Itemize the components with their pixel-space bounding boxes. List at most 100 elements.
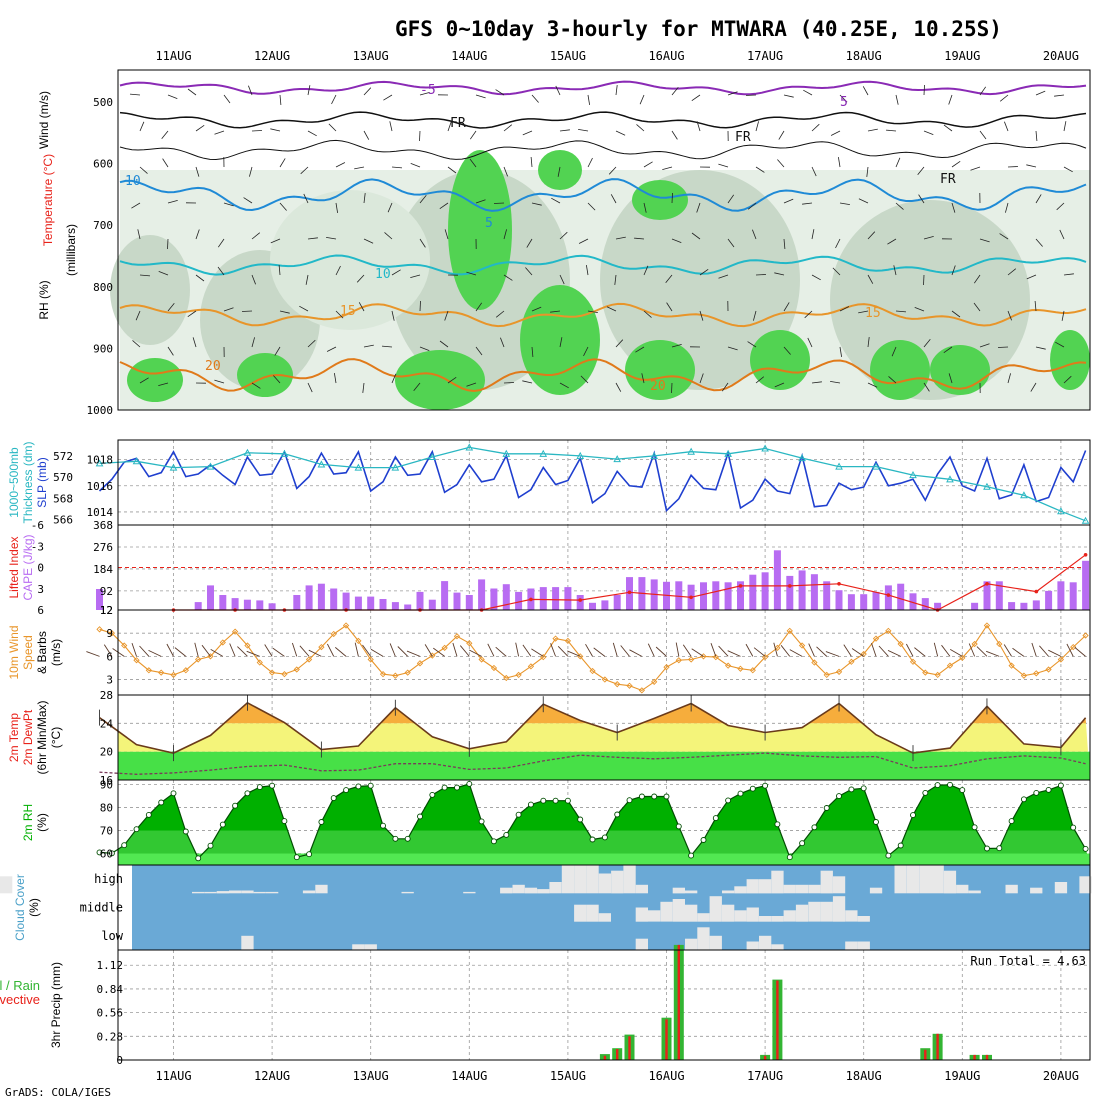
wind-barb: [780, 645, 791, 657]
rh-point: [355, 783, 362, 790]
contour-label-10: 20: [205, 359, 221, 374]
cape-axis-label: CAPE (J/kg): [21, 534, 35, 600]
cape-bar: [515, 591, 523, 610]
rh-area-0: [127, 358, 183, 402]
wind-barb: [1031, 642, 1037, 657]
temp-tick: 24: [100, 717, 114, 730]
wind-barb: [522, 644, 532, 657]
wind-speed-point: [983, 622, 991, 629]
wind-barb: [1066, 643, 1074, 657]
cape-bar: [207, 585, 214, 610]
thickness-point: [502, 449, 511, 457]
thickness-point: [761, 444, 769, 452]
wind-speed-point: [305, 656, 313, 663]
thickness-point: [835, 462, 843, 470]
contour-label-2: FR: [450, 116, 466, 131]
contour-fr2: [119, 139, 1087, 161]
date-label-top: 14AUG: [451, 49, 487, 63]
rh-point: [1020, 796, 1027, 803]
wind-speed-point: [1020, 672, 1028, 679]
wind-barb: [308, 649, 322, 657]
cloud-bar-high: [943, 870, 957, 894]
rh-tick: 80: [100, 802, 113, 815]
cape-tick: 12: [100, 604, 113, 617]
wind-barb: [753, 647, 766, 657]
cape-bar: [724, 582, 732, 610]
contour-label-8: 15: [340, 304, 356, 319]
cloud-bar-middle: [845, 910, 858, 922]
thickness-point: [428, 452, 437, 460]
rh-point: [552, 797, 559, 804]
rh-point: [121, 842, 128, 849]
thickness-point: [872, 462, 880, 470]
wind-speed-point: [256, 659, 263, 666]
cloud-bar-middle: [783, 910, 796, 922]
cape-bar: [589, 602, 596, 610]
cape-bar: [712, 581, 720, 610]
rh-point: [96, 849, 103, 856]
rh-point: [318, 819, 325, 825]
wind-speed-point: [577, 653, 584, 660]
wind-barb: [878, 645, 889, 657]
rh-area-6: [520, 285, 600, 395]
cape-bar: [810, 574, 818, 610]
cape-tick: 276: [93, 541, 113, 554]
wind-speed-line: [99, 624, 1086, 692]
rh-point: [947, 781, 953, 788]
wind-speed-point: [404, 669, 411, 676]
cape-bar: [268, 603, 276, 610]
panel-frame-precip: [117, 949, 1091, 1061]
wind-speed-point: [786, 627, 793, 635]
wind-speed-point: [811, 659, 818, 666]
lifted-index-tick: 6: [37, 604, 44, 617]
wind-speed-point: [614, 681, 621, 688]
thickness-tick: 570: [53, 471, 73, 484]
cloud-level-label: middle: [80, 901, 123, 915]
cloud-bar-high: [623, 865, 636, 894]
wind-speed-point: [601, 676, 609, 683]
cloud-bar-low: [697, 927, 710, 950]
thickness-point: [354, 463, 363, 471]
date-label-bottom: 20AUG: [1043, 1069, 1079, 1083]
contour-5: [119, 178, 1087, 212]
cloud-bar-middle: [635, 907, 648, 922]
cloud-bar-high: [1054, 882, 1068, 894]
precip-convective-bar: [985, 1054, 989, 1060]
rh-point: [984, 845, 990, 852]
cape-bar: [428, 599, 436, 610]
rh-point: [700, 837, 707, 843]
cloud-bar-high: [253, 891, 266, 894]
cloud-bar-high: [0, 876, 13, 894]
rh-point: [737, 790, 744, 797]
cloud-bar-low: [845, 941, 858, 950]
wind-barb: [246, 650, 260, 657]
wind-barb: [906, 643, 914, 657]
wind-barb: [647, 643, 655, 657]
precip-axis-label: 3hr Precip (mm): [49, 962, 63, 1048]
wind-speed-point: [108, 630, 116, 637]
wind-barb: [914, 647, 926, 657]
cape-bar: [317, 583, 325, 610]
wind-speed-point: [515, 671, 522, 679]
wind-speed-point: [749, 667, 756, 674]
wind-barb: [655, 646, 667, 657]
wind-barb: [718, 645, 729, 657]
wind-speed-point: [663, 664, 670, 671]
date-label-bottom: 19AUG: [944, 1069, 980, 1083]
cape-bar: [243, 599, 251, 610]
wind-speed-point: [774, 644, 781, 652]
wind-barb: [291, 642, 298, 657]
cloud-bar-middle: [734, 910, 747, 922]
cloud-bar-middle: [746, 907, 759, 922]
rh-point: [256, 784, 263, 791]
cape-bar: [490, 588, 498, 610]
rh-point: [478, 818, 485, 825]
cloud-bar-high: [672, 887, 685, 894]
rh-point: [675, 823, 682, 830]
precip-convective-bar: [665, 1019, 668, 1060]
cape-bar: [897, 583, 905, 610]
lifted-index-point: [985, 582, 989, 586]
cape-axis-label: Lifted Index: [7, 536, 21, 598]
cloud-bar-high: [192, 891, 205, 894]
thickness-point: [576, 451, 585, 459]
